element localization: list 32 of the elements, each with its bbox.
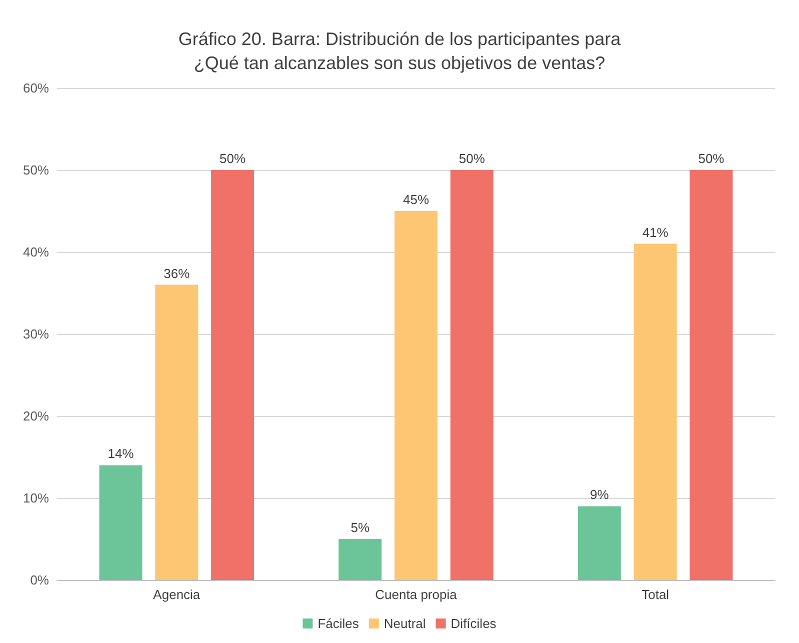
y-tick-label: 40% bbox=[22, 244, 50, 260]
data-label: 50% bbox=[458, 151, 486, 166]
data-label: 9% bbox=[590, 487, 610, 502]
y-tick-label: 50% bbox=[22, 162, 50, 178]
chart-title: Gráfico 20. Barra: Distribución de los participantes para ¿Qué tan alcanzables son sus objetivos de ventas? bbox=[178, 29, 622, 73]
data-label: 50% bbox=[220, 151, 246, 166]
bar bbox=[338, 539, 382, 580]
data-label: 5% bbox=[350, 520, 370, 535]
data-label: 50% bbox=[698, 151, 725, 166]
y-tick-label: 0% bbox=[30, 572, 50, 588]
legend-label: Fáciles bbox=[318, 616, 360, 631]
data-label: 41% bbox=[642, 224, 669, 240]
y-tick-label: 20% bbox=[22, 408, 50, 424]
x-tick-label: Agencia bbox=[153, 587, 201, 602]
y-tick-label: 10% bbox=[22, 490, 50, 506]
legend-label: Difíciles bbox=[450, 616, 497, 631]
bar bbox=[634, 244, 677, 580]
bar bbox=[99, 465, 142, 580]
bar bbox=[578, 506, 621, 580]
bar bbox=[211, 170, 254, 580]
legend-label: Neutral bbox=[384, 616, 426, 631]
bar bbox=[450, 170, 494, 580]
y-tick-label: 60% bbox=[22, 80, 50, 96]
y-tick-label: 30% bbox=[22, 326, 50, 342]
data-label: 45% bbox=[402, 192, 430, 207]
data-label: 14% bbox=[108, 446, 134, 462]
x-tick-label: Cuenta propia bbox=[375, 587, 458, 602]
bar bbox=[690, 170, 733, 580]
x-tick-label: Total bbox=[642, 587, 670, 602]
data-label: 36% bbox=[164, 266, 190, 281]
bar bbox=[155, 284, 198, 580]
bar bbox=[394, 211, 438, 580]
